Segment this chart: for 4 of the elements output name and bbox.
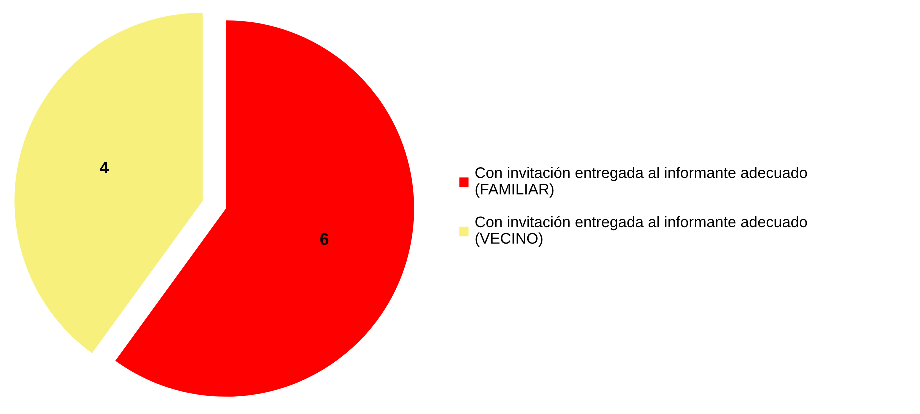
data-label: 6 <box>320 233 329 246</box>
data-label: 4 <box>100 162 110 174</box>
legend-label: Con invitación entregada al informante adecuado (VECINO) <box>476 216 808 248</box>
legend-label: Con invitación entregada al informante adecuado (FAMILIAR) <box>476 166 808 198</box>
